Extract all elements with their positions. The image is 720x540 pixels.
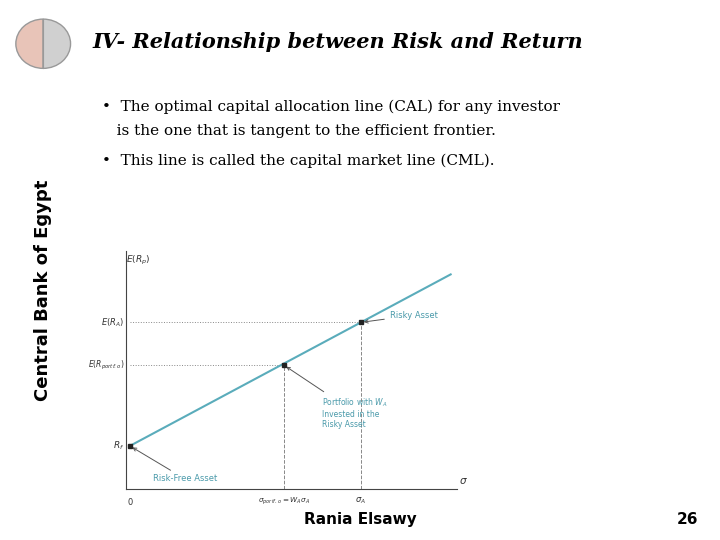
Text: $R_f$: $R_f$ — [113, 440, 124, 452]
Text: •  The optimal capital allocation line (CAL) for any investor: • The optimal capital allocation line (C… — [102, 99, 560, 114]
Text: $\sigma_A$: $\sigma_A$ — [356, 496, 366, 507]
Text: is the one that is tangent to the efficient frontier.: is the one that is tangent to the effici… — [102, 124, 496, 138]
Text: Risk-Free Asset: Risk-Free Asset — [133, 448, 217, 483]
Text: 26: 26 — [677, 512, 698, 527]
Text: $\sigma$: $\sigma$ — [459, 476, 468, 487]
Text: Portfolio with $W_A$
Invested in the
Risky Asset: Portfolio with $W_A$ Invested in the Ris… — [287, 367, 388, 429]
Text: Risky Asset: Risky Asset — [365, 310, 438, 323]
Text: $\sigma_{portf.o} = W_A\sigma_A$: $\sigma_{portf.o} = W_A\sigma_A$ — [258, 496, 310, 507]
Text: $E(R_p)$: $E(R_p)$ — [126, 253, 150, 267]
Text: $0$: $0$ — [127, 496, 133, 507]
Text: Central Bank of Egypt: Central Bank of Egypt — [34, 180, 52, 401]
Text: Rania Elsawy: Rania Elsawy — [304, 512, 416, 527]
Text: $E(R_{portf.o})$: $E(R_{portf.o})$ — [88, 359, 124, 372]
Text: $E(R_A)$: $E(R_A)$ — [101, 316, 124, 329]
Text: IV- Relationship between Risk and Return: IV- Relationship between Risk and Return — [93, 32, 583, 52]
Wedge shape — [16, 19, 43, 69]
Text: •  This line is called the capital market line (CML).: • This line is called the capital market… — [102, 153, 495, 168]
Wedge shape — [43, 19, 71, 69]
